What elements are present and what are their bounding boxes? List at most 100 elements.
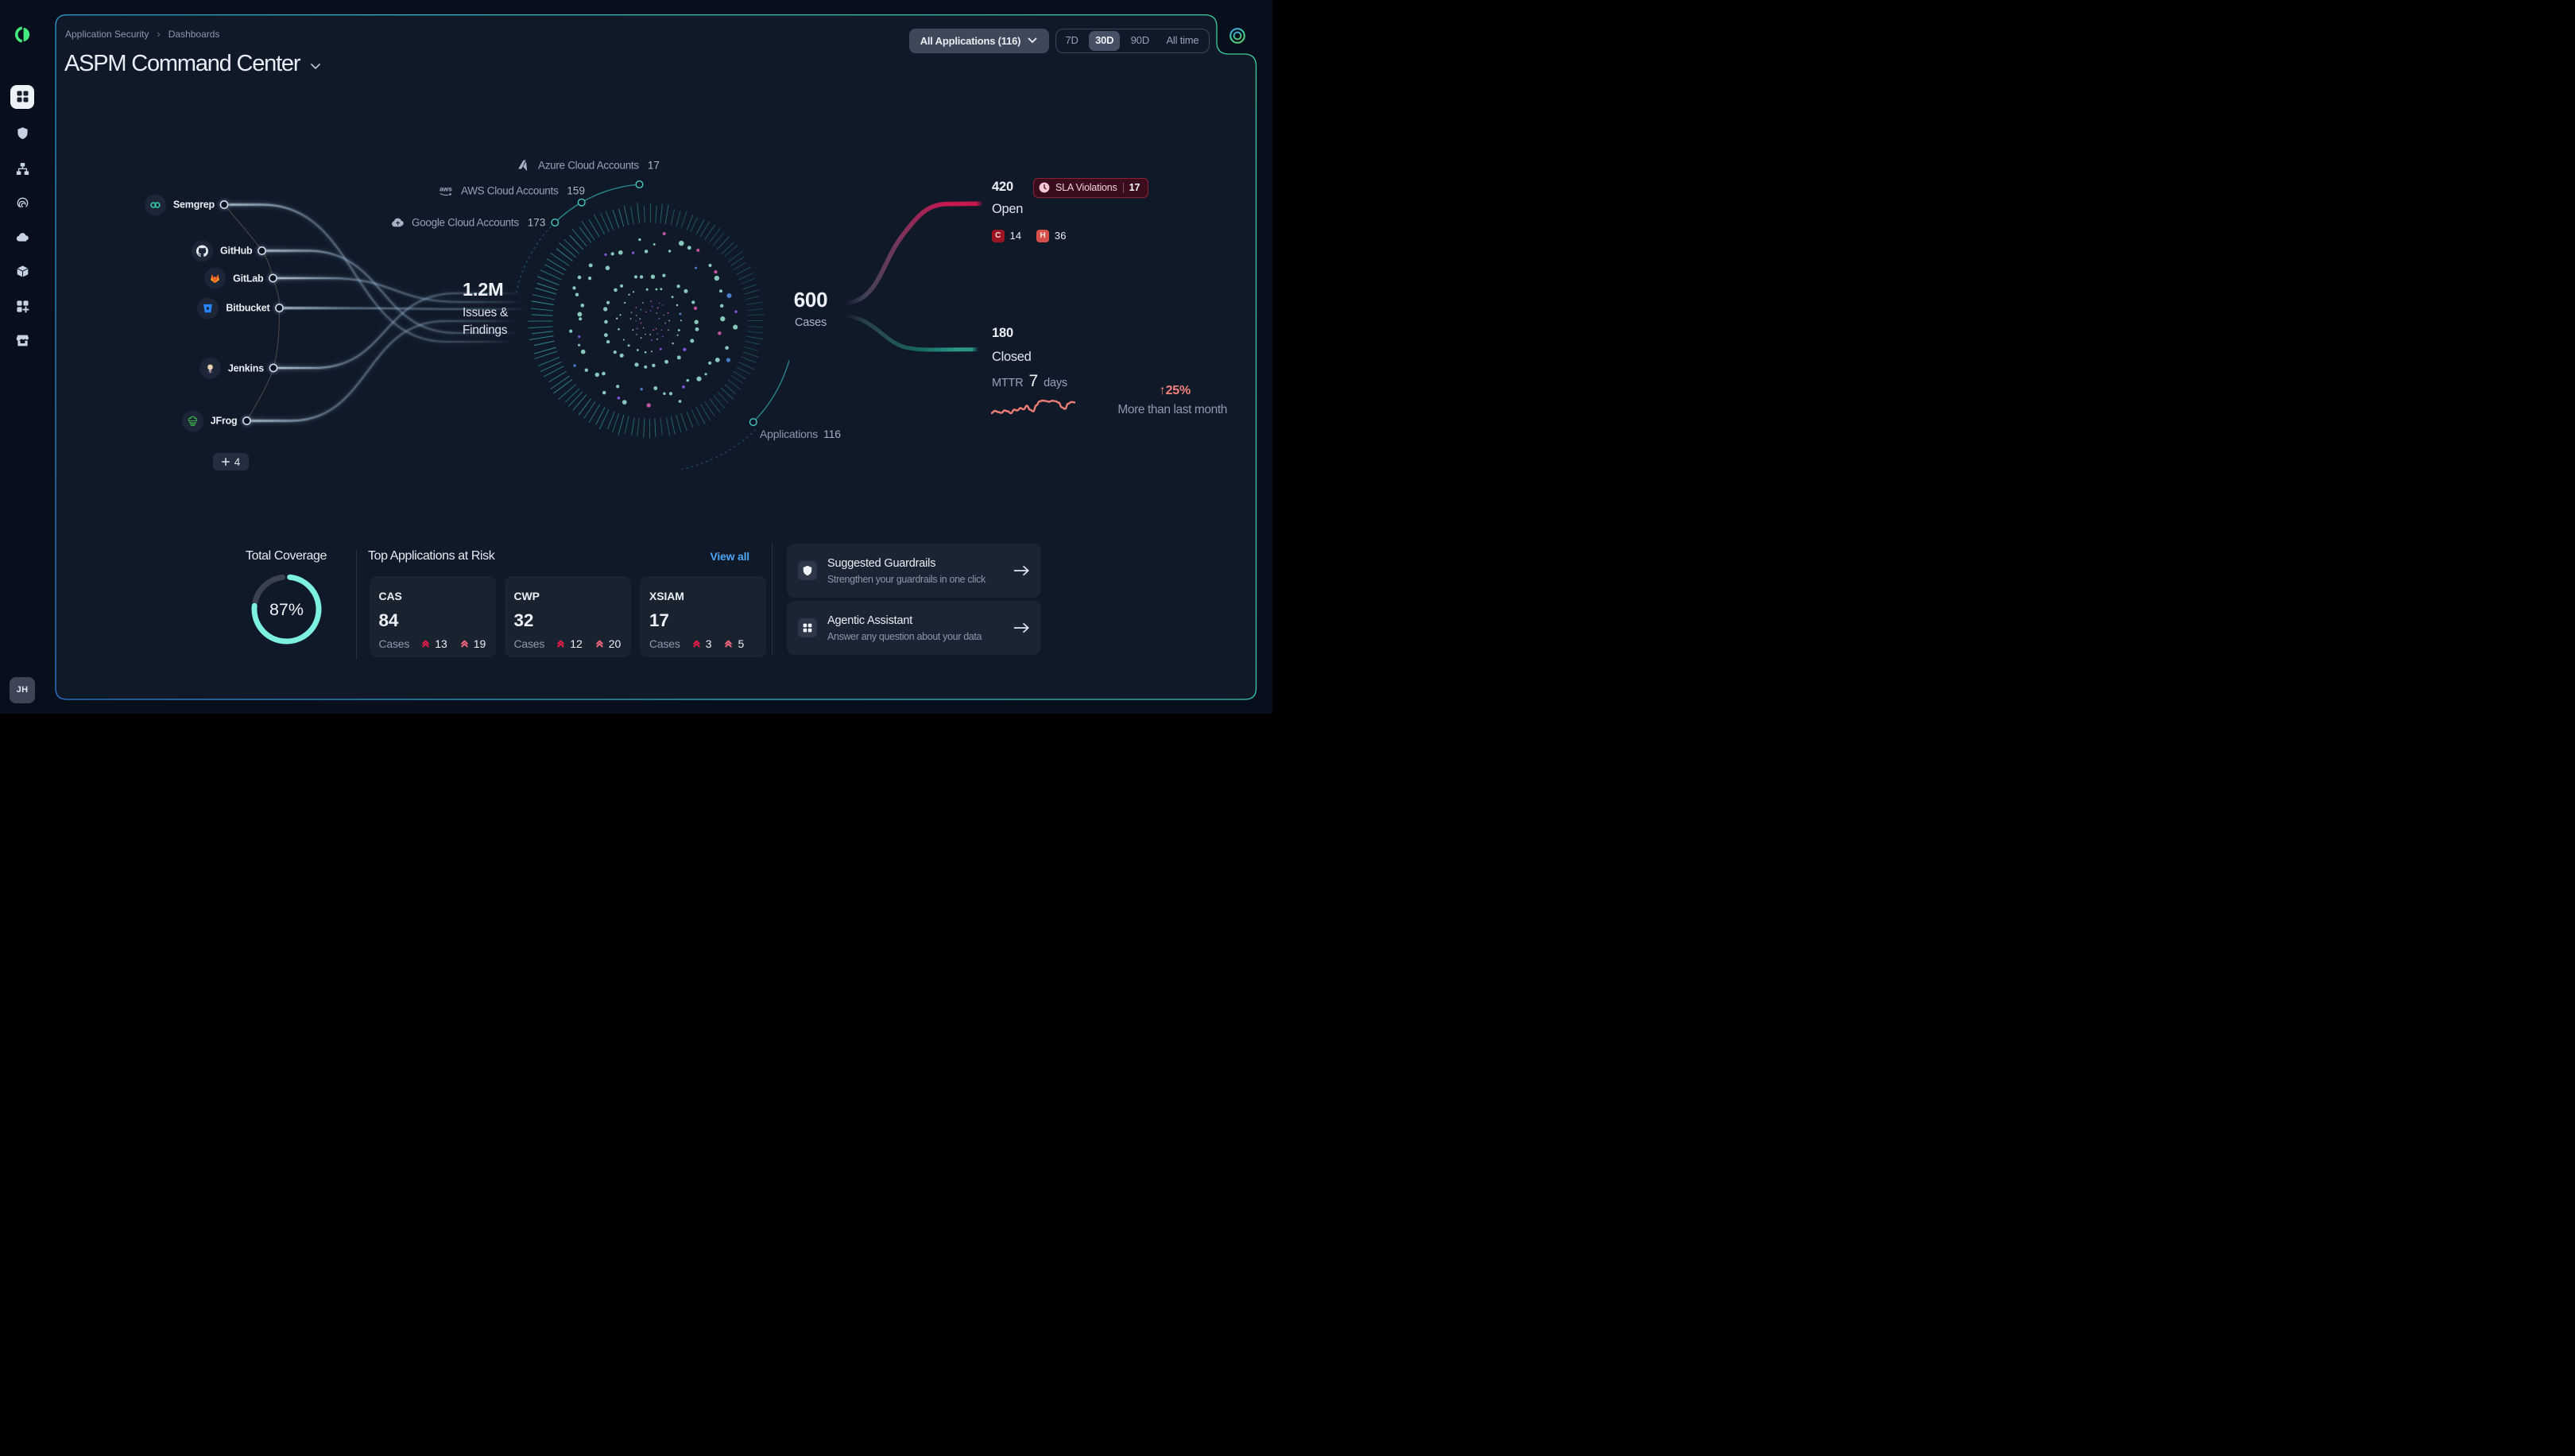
- cloud-google: Google Cloud Accounts 173: [391, 216, 545, 228]
- semgrep-logo: [144, 194, 166, 215]
- divider: [355, 550, 357, 660]
- app-root: JH Application Security › Dashboards ASP…: [0, 0, 1272, 714]
- cases-label: Cases: [794, 316, 827, 329]
- arrow-right-icon: [1013, 565, 1029, 576]
- double-chevron-up-high-icon: [461, 640, 468, 648]
- source-bitbucket[interactable]: Bitbucket: [197, 297, 270, 319]
- double-chevron-up-critical-icon: [557, 640, 564, 648]
- more-sources-button[interactable]: 4: [213, 453, 249, 470]
- cloud-aws: aws AWS Cloud Accounts 159: [439, 184, 585, 196]
- sidebar-item-topology[interactable]: [10, 157, 34, 180]
- mttr-stat: MTTR 7 days: [992, 372, 1067, 391]
- trend-note: More than last month: [1117, 403, 1227, 416]
- plus-icon: [221, 458, 230, 466]
- action-card-subtitle: Strengthen your guardrails in one click: [827, 573, 985, 585]
- risk-card-xsiam[interactable]: XSIAM 17 Cases 3 5: [640, 575, 766, 657]
- source-gitlab[interactable]: GitLab: [204, 267, 264, 289]
- sla-violations-label: SLA Violations: [1055, 182, 1117, 194]
- issues-label-1: Issues &: [463, 306, 509, 319]
- sidebar-item-add-apps[interactable]: [10, 294, 34, 318]
- applications-stat: Applications 116: [760, 428, 841, 440]
- suggested-guardrails-card[interactable]: Suggested Guardrails Strengthen your gua…: [787, 544, 1041, 598]
- user-avatar[interactable]: JH: [10, 676, 35, 703]
- fingerprint-icon: [17, 197, 28, 207]
- sidebar-item-marketplace[interactable]: [10, 329, 34, 353]
- source-label: Bitbucket: [226, 302, 270, 314]
- applications-filter-dropdown[interactable]: All Applications (116): [908, 29, 1049, 53]
- clock-icon: [1039, 182, 1050, 193]
- applications-filter-label: All Applications (116): [920, 34, 1021, 47]
- open-value: 420: [992, 180, 1013, 194]
- risk-card-label: Cases: [378, 637, 410, 650]
- sidebar-item-security[interactable]: [10, 122, 34, 145]
- cloud-value: 173: [527, 216, 546, 228]
- mttr-sparkline: [991, 399, 1075, 415]
- cases-value: 600: [793, 288, 828, 312]
- gitlab-logo: [204, 267, 227, 289]
- source-jfrog[interactable]: JFrog: [181, 410, 238, 432]
- sla-violations-badge[interactable]: SLA Violations 17: [1033, 178, 1148, 198]
- applications-label: Applications: [760, 428, 819, 440]
- cortex-logo-icon[interactable]: [14, 25, 31, 43]
- chevron-down-icon: [311, 63, 321, 69]
- mttr-value: 7: [1028, 372, 1039, 390]
- source-github[interactable]: GitHub: [192, 240, 253, 261]
- cloud-value: 17: [647, 159, 660, 172]
- coverage-value: 87%: [269, 600, 304, 619]
- cloud-name: Google Cloud Accounts: [412, 216, 519, 228]
- breadcrumb-section[interactable]: Application Security: [65, 28, 149, 40]
- shield-icon: [797, 560, 817, 581]
- more-sources-count: 4: [234, 455, 241, 468]
- risk-card-cas[interactable]: CAS 84 Cases 13 19: [369, 575, 496, 657]
- range-7d[interactable]: 7D: [1065, 34, 1078, 46]
- sidebar-item-dashboards[interactable]: [10, 84, 34, 109]
- breadcrumb-page[interactable]: Dashboards: [168, 28, 220, 40]
- issues-label-2: Findings: [463, 323, 508, 337]
- high-count: 36: [1054, 230, 1067, 242]
- applications-value: 116: [823, 428, 841, 440]
- azure-logo: [518, 160, 528, 171]
- source-jenkins[interactable]: Jenkins: [199, 357, 264, 379]
- arrow-right-icon: [1013, 622, 1029, 633]
- risk-delta-high: 20: [608, 637, 621, 650]
- range-all-time[interactable]: All time: [1166, 34, 1199, 46]
- page-title-row[interactable]: ASPM Command Center: [64, 51, 321, 77]
- risk-section-title: Top Applications at Risk: [368, 549, 495, 563]
- sidebar-item-identity[interactable]: [10, 191, 34, 215]
- risk-card-value: 32: [513, 610, 534, 630]
- prisma-ring-logo-icon: [1229, 27, 1245, 44]
- risk-card-name: CAS: [378, 589, 402, 602]
- high-chip: H: [1036, 230, 1049, 242]
- range-30d[interactable]: 30D: [1089, 31, 1121, 51]
- mttr-trend: ↑25% More than last month: [1090, 384, 1227, 417]
- risk-card-cwp[interactable]: CWP 32 Cases 12 20: [504, 575, 631, 657]
- mttr-label: MTTR: [992, 377, 1024, 389]
- apps-plus-icon: [16, 300, 29, 313]
- risk-card-name: XSIAM: [649, 589, 684, 602]
- source-label: GitHub: [220, 245, 253, 257]
- risk-card-footer: Cases 3 5: [649, 637, 757, 650]
- view-all-link[interactable]: View all: [710, 550, 749, 563]
- risk-card-footer: Cases 12 20: [514, 637, 621, 650]
- source-label: JFrog: [210, 415, 238, 427]
- sidebar-item-assets[interactable]: [10, 260, 34, 284]
- risk-card-value: 17: [649, 610, 669, 630]
- range-90d[interactable]: 90D: [1130, 34, 1150, 46]
- risk-card-footer: Cases 13 19: [379, 637, 486, 650]
- critical-count: 14: [1009, 230, 1022, 242]
- source-label: Jenkins: [227, 362, 264, 374]
- github-logo: [192, 240, 214, 261]
- breadcrumb-separator-icon: ›: [157, 28, 161, 40]
- cube-icon: [16, 265, 29, 277]
- flow-visualization: [219, 180, 985, 470]
- grid-icon: [17, 91, 28, 103]
- page-title: ASPM Command Center: [64, 51, 301, 76]
- source-label: GitLab: [233, 273, 264, 284]
- sidebar-item-cloud[interactable]: [10, 226, 34, 250]
- cloud-azure: Azure Cloud Accounts 17: [517, 160, 660, 172]
- cloud-name: Azure Cloud Accounts: [538, 159, 639, 172]
- source-semgrep[interactable]: Semgrep: [144, 194, 215, 215]
- agentic-assistant-card[interactable]: Agentic Assistant Answer any question ab…: [787, 601, 1041, 655]
- risk-card-label: Cases: [649, 637, 680, 650]
- action-card-text: Agentic Assistant Answer any question ab…: [827, 614, 1003, 642]
